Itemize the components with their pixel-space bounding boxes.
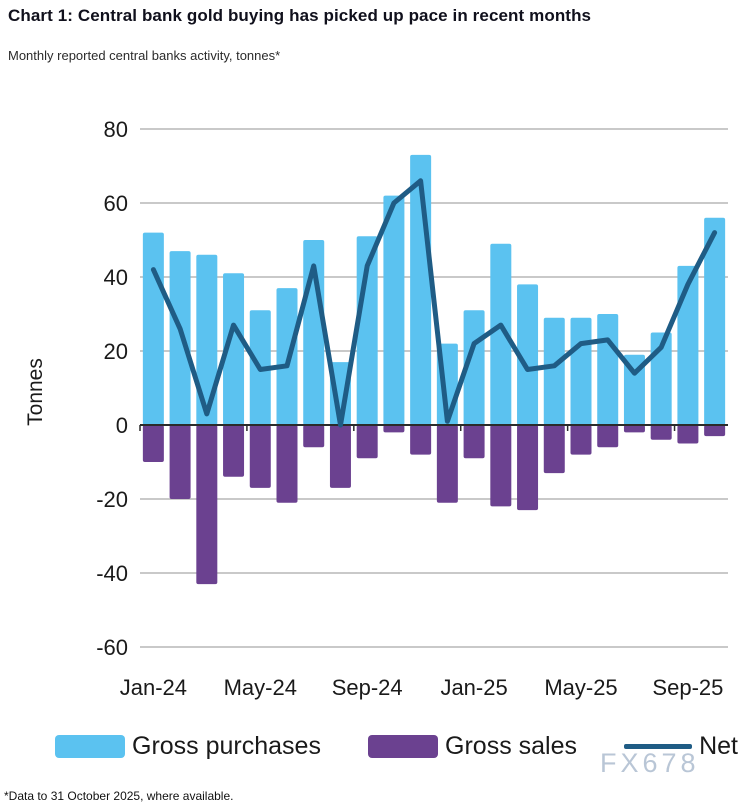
net-line: [150, 178, 718, 428]
gross-purchases-swatch-icon: [55, 734, 125, 758]
bar-gross-purchases: [196, 254, 218, 425]
x-tick-label: Sep-25: [652, 675, 723, 700]
bar-gross-sales: [490, 425, 512, 507]
chart-canvas: 80 60 40 20 0 -20 -40 -60 Tonnes Jan-24 May-24 Sep-…: [24, 117, 728, 700]
bar-gross-sales: [303, 425, 325, 448]
bar-gross-purchases: [223, 273, 245, 425]
y-axis-title: Tonnes: [24, 358, 47, 426]
bar-gross-sales: [704, 425, 726, 437]
legend: Gross purchases Gross sales Net: [0, 722, 740, 770]
gross-sales-swatch-icon: [368, 734, 439, 758]
legend-label-gross-sales: Gross sales: [445, 731, 578, 760]
bar-gross-purchases: [570, 317, 592, 425]
bar-gross-sales: [597, 425, 619, 448]
y-tick-label: -40: [96, 561, 128, 586]
bar-gross-purchases: [597, 314, 619, 425]
bar-gross-purchases: [543, 317, 565, 425]
bar-gross-purchases: [517, 284, 539, 425]
x-tick-label: Jan-25: [440, 675, 507, 700]
bar-gross-purchases: [169, 251, 191, 425]
y-tick-label: -60: [96, 635, 128, 660]
x-tick-label: May-24: [224, 675, 297, 700]
bar-gross-sales: [276, 425, 298, 503]
bar-gross-sales: [383, 425, 405, 433]
x-tick-label: Jan-24: [120, 675, 187, 700]
y-tick-label: 80: [104, 117, 128, 142]
y-tick-label: 60: [104, 191, 128, 216]
chart-title: Chart 1: Central bank gold buying has pi…: [8, 6, 592, 25]
x-tick-label: Sep-24: [332, 675, 403, 700]
bar-gross-sales: [169, 425, 191, 499]
legend-item-net: Net: [624, 732, 738, 761]
bar-gross-sales: [677, 425, 699, 444]
bar-gross-sales: [463, 425, 485, 459]
watermark-fx678: FX678: [600, 748, 700, 778]
bar-gross-sales: [356, 425, 378, 459]
bar-gross-purchases: [383, 195, 405, 425]
y-tick-label: 40: [104, 265, 128, 290]
net-line-swatch-icon: [624, 743, 693, 749]
bar-gross-sales: [329, 425, 351, 488]
legend-label-net: Net: [699, 731, 738, 760]
bar-gross-purchases: [677, 265, 699, 425]
bar-gross-sales: [196, 425, 218, 585]
bar-gross-sales: [517, 425, 539, 511]
bar-gross-sales: [570, 425, 592, 455]
y-tick-label: 20: [104, 339, 128, 364]
legend-label-gross-purchases: Gross purchases: [132, 731, 321, 760]
bar-gross-purchases: [623, 354, 645, 425]
bar-gross-purchases: [142, 232, 164, 425]
bar-gross-sales: [623, 425, 645, 433]
bar-gross-sales: [410, 425, 432, 455]
bar-gross-sales: [249, 425, 271, 488]
bar-gross-sales: [142, 425, 164, 462]
bar-gross-purchases: [704, 217, 726, 425]
bar-gross-purchases: [490, 243, 512, 425]
x-tick-label: May-25: [544, 675, 617, 700]
bar-gross-purchases: [329, 362, 351, 425]
bar-gross-sales: [543, 425, 565, 474]
legend-item-gross-sales: Gross sales: [368, 732, 577, 761]
y-tick-label: 0: [116, 413, 128, 438]
bar-gross-sales: [436, 425, 458, 503]
y-tick-label: -20: [96, 487, 128, 512]
bar-gross-sales: [650, 425, 672, 440]
chart-subtitle: Monthly reported central banks activity,…: [8, 48, 281, 63]
footnote: *Data to 31 October 2025, where availabl…: [4, 789, 234, 803]
bar-gross-sales: [223, 425, 245, 477]
legend-item-gross-purchases: Gross purchases: [55, 732, 321, 761]
